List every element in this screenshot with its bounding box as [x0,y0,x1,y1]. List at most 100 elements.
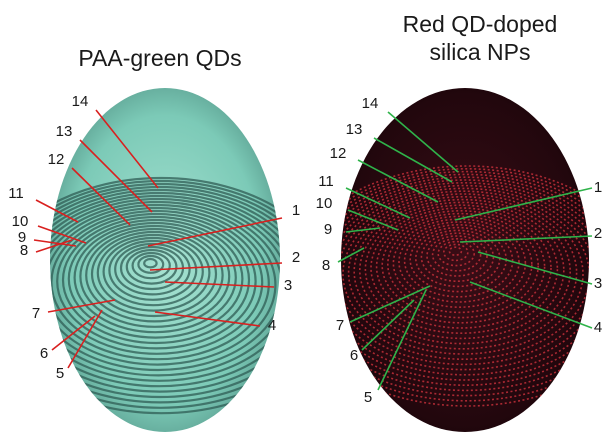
callout-line [154,311,261,327]
ridge-line [370,207,552,329]
minutiae-label: 1 [292,202,300,219]
ridge-line [341,179,589,381]
callout-line [149,262,283,271]
ridge-line [50,188,280,393]
callout-line [357,159,439,203]
ridge-line [131,251,171,280]
ridge-line [50,206,270,361]
ridge-line [381,212,540,319]
ridge-line [353,198,572,345]
ridge-line [448,246,463,256]
minutiae-label: 10 [316,195,333,212]
callout-line [377,289,427,391]
ridge-line [426,235,488,277]
ridge-line [79,224,231,328]
ridge-line [364,204,559,335]
callout-line [345,227,381,233]
ridge-line [347,195,578,350]
callout-line [35,199,79,223]
callout-line [469,281,593,329]
minutiae-label: 5 [56,365,64,382]
ridge-line [85,227,224,323]
ridge-line [102,236,204,307]
ridge-line [341,170,589,397]
callout-line [373,137,453,183]
minutiae-label: 6 [350,347,358,364]
ridge-line [50,194,280,382]
callout-line [387,111,459,173]
ridge-line [50,179,280,409]
ridge-line [114,242,191,296]
ridge-line [341,187,589,366]
ridge-line [358,201,565,340]
ridge-line [61,215,251,345]
ridge-line [403,223,514,298]
panel-title-right: Red QD-doped silica NPs [365,10,595,66]
ridge-line [50,191,280,388]
ridge-line [50,200,280,372]
minutiae-label: 4 [594,319,602,336]
callout-line [361,299,415,351]
ridge-line [143,257,158,269]
callout-line [477,251,593,285]
callout-line [37,225,87,244]
ridge-line [50,197,280,377]
fingerprint-image-left [50,88,280,432]
minutiae-label: 8 [322,257,330,274]
panel-title-right-line2: silica NPs [429,39,531,65]
ridge-line [108,239,198,301]
minutiae-label: 3 [594,275,602,292]
ridge-line [50,209,264,355]
ridge-line [420,232,495,283]
callout-line [47,299,116,313]
ridge-line [437,240,476,267]
minutiae-label: 7 [336,317,344,334]
ridge-line [50,203,277,366]
ridge-line [431,238,482,272]
minutiae-label: 8 [20,242,28,259]
callout-line [454,187,593,221]
ridge-line [341,181,589,376]
ridge-line [73,221,237,334]
callout-line [67,309,103,369]
minutiae-label: 6 [40,345,48,362]
callout-line [164,281,275,288]
minutiae-label: 12 [48,151,65,168]
panel-title-left: PAA-green QDs [78,45,242,71]
minutiae-label: 9 [324,221,332,238]
callout-line [345,187,411,219]
callout-line [147,217,283,247]
minutiae-label: 2 [292,249,300,266]
callout-line [459,235,593,243]
minutiae-label: 2 [594,225,602,242]
ridge-line [56,212,257,350]
ridge-line [137,254,165,274]
callout-line [71,167,131,226]
minutiae-label: 13 [56,123,73,140]
callout-line [35,239,73,253]
callout-line [79,139,153,213]
ridge-line [442,243,469,262]
ridge-line [375,209,546,324]
minutiae-label: 14 [72,93,89,110]
ridge-line [398,221,520,303]
ridge-line [341,176,589,387]
minutiae-label: 3 [284,277,292,294]
minutiae-label: 11 [8,185,24,202]
callout-line [95,109,159,189]
callout-line [51,315,96,351]
ridge-line [50,185,280,399]
ridge-line [341,167,589,402]
minutiae-label: 11 [318,173,334,190]
callout-line [337,247,365,263]
minutiae-label: 4 [268,317,276,334]
minutiae-label: 9 [18,229,26,246]
callout-line [349,285,431,323]
callout-line [33,239,77,247]
fingerprint-image-right [341,88,589,432]
minutiae-label: 12 [330,145,347,162]
minutiae-label: 7 [32,305,40,322]
minutiae-label: 10 [12,213,29,230]
